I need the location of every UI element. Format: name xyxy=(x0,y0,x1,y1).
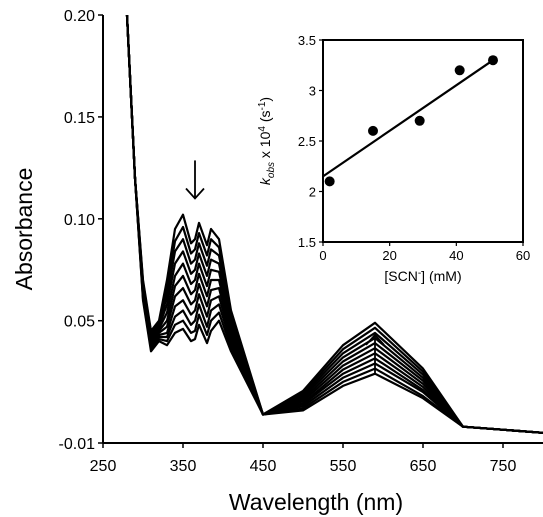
spectrum-line-9 xyxy=(125,14,543,434)
inset-x-axis-label: [SCN-] (mM) xyxy=(384,268,461,284)
inset-x-tick-label: 20 xyxy=(382,248,396,263)
main-x-axis-label: Wavelength (nm) xyxy=(229,489,403,515)
inset-y-axis-label: kobs x 104 (s-1) xyxy=(257,97,277,185)
x-tick-label: 650 xyxy=(410,458,437,475)
x-tick-label: 550 xyxy=(330,458,357,475)
data-point-1 xyxy=(324,176,335,187)
inset-y-tick-label: 3.5 xyxy=(298,33,316,48)
spectrum-line-1 xyxy=(125,14,543,434)
inset-y-tick-label: 2 xyxy=(309,185,316,200)
x-tick-label: 250 xyxy=(90,458,117,475)
inset-y-tick-label: 2.5 xyxy=(298,134,316,149)
y-tick-label: 0.05 xyxy=(64,314,95,331)
main-curve-group xyxy=(125,14,543,434)
fit-line xyxy=(322,59,494,178)
main-y-ticks: -0.01 0.05 0.10 0.15 0.20 xyxy=(59,8,103,453)
spectrum-line-7 xyxy=(125,14,543,434)
spectrum-line-6 xyxy=(125,14,543,434)
x-tick-label: 350 xyxy=(170,458,197,475)
inset-y-tick-label: 3 xyxy=(309,84,316,99)
spectrum-line-11 xyxy=(125,14,543,434)
inset-x-tick-label: 0 xyxy=(319,248,326,263)
y-tick-label: 0.10 xyxy=(64,212,95,229)
inset-x-tick-label: 40 xyxy=(449,248,463,263)
x-tick-label: 450 xyxy=(250,458,277,475)
spectrum-line-3 xyxy=(125,14,543,434)
inset-marks xyxy=(322,55,498,187)
spectrum-line-8 xyxy=(125,14,543,434)
data-point-2 xyxy=(368,125,378,136)
spectrum-line-5 xyxy=(125,14,543,434)
data-point-5 xyxy=(488,55,498,66)
spectrum-line-4 xyxy=(125,14,543,434)
spectrum-line-2 xyxy=(125,14,543,434)
inset-y-ticks: 1.5 2 2.5 3 3.5 xyxy=(298,33,323,250)
y-tick-label: -0.01 xyxy=(59,436,96,453)
y-tick-label: 0.20 xyxy=(64,8,95,25)
data-point-4 xyxy=(454,65,465,76)
inset-kobs-chart: 1.5 2 2.5 3 3.5 0 20 40 60 [SCN-] (mM) kobs x 1… xyxy=(257,33,530,284)
main-y-axis-label: Absorbance xyxy=(11,168,37,291)
data-point-3 xyxy=(414,115,425,126)
main-x-ticks: 250 350 450 550 650 750 xyxy=(90,443,517,475)
y-tick-label: 0.15 xyxy=(64,110,95,127)
arrow-up-head xyxy=(365,333,385,346)
inset-frame xyxy=(322,39,524,243)
inset-x-ticks: 0 20 40 60 xyxy=(319,242,530,263)
inset-y-tick-label: 1.5 xyxy=(298,235,316,250)
spectrum-line-10 xyxy=(125,14,543,434)
main-arrows xyxy=(185,160,385,373)
arrow-down-head xyxy=(185,187,205,200)
main-spectrum-chart: -0.01 0.05 0.10 0.15 0.20 250 350 450 550 650 750… xyxy=(11,8,543,515)
inset-x-tick-label: 60 xyxy=(516,248,530,263)
x-tick-label: 750 xyxy=(490,458,517,475)
